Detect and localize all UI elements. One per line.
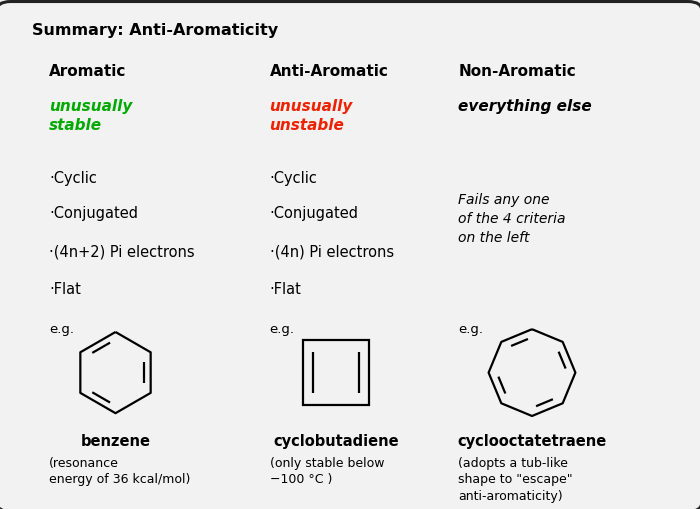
Text: ·Cyclic: ·Cyclic — [49, 171, 97, 185]
Text: (resonance
energy of 36 kcal/mol): (resonance energy of 36 kcal/mol) — [49, 457, 190, 486]
Text: e.g.: e.g. — [49, 323, 74, 336]
Text: e.g.: e.g. — [458, 323, 484, 336]
Text: ·(4n+2) Pi electrons: ·(4n+2) Pi electrons — [49, 244, 195, 259]
Text: cyclooctatetraene: cyclooctatetraene — [457, 434, 607, 448]
Text: unusually
stable: unusually stable — [49, 99, 132, 133]
Text: ·Cyclic: ·Cyclic — [270, 171, 317, 185]
Text: Aromatic: Aromatic — [49, 64, 127, 78]
Text: ·(4n) Pi electrons: ·(4n) Pi electrons — [270, 244, 393, 259]
Text: Summary: Anti-Aromaticity: Summary: Anti-Aromaticity — [32, 23, 278, 38]
Text: cyclobutadiene: cyclobutadiene — [273, 434, 399, 448]
Text: everything else: everything else — [458, 99, 592, 114]
Text: (adopts a tub-like
shape to "escape"
anti-aromaticity): (adopts a tub-like shape to "escape" ant… — [458, 457, 573, 502]
Text: ·Conjugated: ·Conjugated — [270, 206, 358, 221]
Text: unusually
unstable: unusually unstable — [270, 99, 353, 133]
Text: ·Flat: ·Flat — [49, 282, 81, 297]
Text: (only stable below
−100 °C ): (only stable below −100 °C ) — [270, 457, 384, 486]
Text: Fails any one
of the 4 criteria
on the left: Fails any one of the 4 criteria on the l… — [458, 193, 566, 245]
Text: e.g.: e.g. — [270, 323, 295, 336]
Text: ·Flat: ·Flat — [270, 282, 302, 297]
Text: Anti-Aromatic: Anti-Aromatic — [270, 64, 388, 78]
Text: Non-Aromatic: Non-Aromatic — [458, 64, 576, 78]
Text: ·Conjugated: ·Conjugated — [49, 206, 138, 221]
Text: benzene: benzene — [80, 434, 150, 448]
